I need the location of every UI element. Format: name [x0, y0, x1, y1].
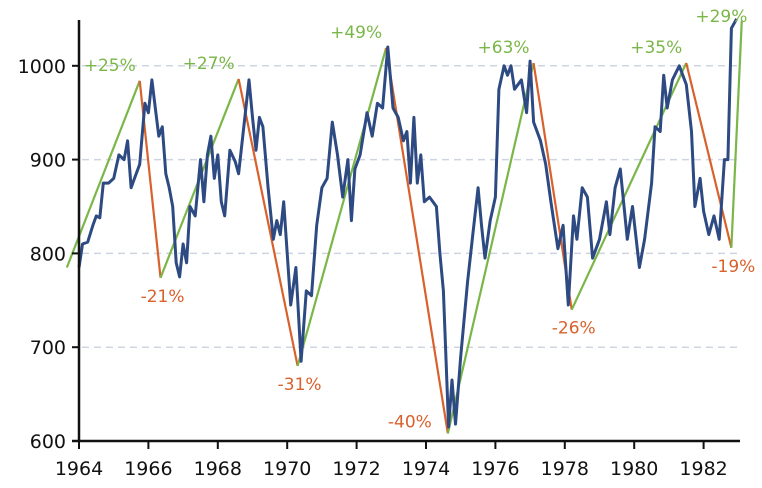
y-tick-label: 800	[30, 243, 66, 265]
swing-label: +25%	[84, 56, 136, 76]
swing-lines	[65, 20, 743, 434]
swing-line-down	[237, 78, 299, 367]
x-tick-label: 1976	[471, 458, 519, 480]
swing-label: -19%	[711, 257, 755, 277]
y-tick-label: 900	[30, 150, 66, 172]
swing-label: -26%	[552, 319, 596, 339]
y-tick-label: 1000	[18, 56, 66, 78]
swing-labels: +25% -21% +27% -31% +49% -40% +63% -26% +35% -19%…	[84, 7, 756, 432]
swing-label: +35%	[630, 38, 682, 58]
axes: 600 700 800 900 1000 1964 1966 1968 1970 1972 1974…	[18, 20, 740, 480]
swing-label: -31%	[278, 375, 322, 395]
swing-label: -40%	[388, 412, 432, 432]
swing-label: +49%	[330, 23, 382, 43]
x-tick-label: 1982	[679, 458, 727, 480]
x-tick-label: 1970	[263, 458, 311, 480]
swing-label: +29%	[695, 7, 747, 27]
swing-label: -21%	[141, 287, 185, 307]
x-tick-label: 1978	[541, 458, 589, 480]
x-tick-label: 1972	[332, 458, 380, 480]
series-line-group	[77, 18, 738, 429]
series-line	[77, 18, 738, 429]
x-tick-label: 1980	[610, 458, 658, 480]
swing-line-up	[446, 62, 535, 434]
swing-line-up	[296, 47, 388, 367]
x-tick-label: 1968	[194, 458, 242, 480]
y-tick-label: 600	[30, 431, 66, 453]
swing-label: +27%	[183, 54, 235, 74]
x-tick-label: 1974	[402, 458, 450, 480]
y-tick-label: 700	[30, 337, 66, 359]
swing-line-down	[685, 62, 733, 249]
x-tick-label: 1966	[124, 458, 172, 480]
x-tick-label: 1964	[55, 458, 103, 480]
swing-line-up	[730, 20, 743, 248]
swing-label: +63%	[478, 38, 530, 58]
